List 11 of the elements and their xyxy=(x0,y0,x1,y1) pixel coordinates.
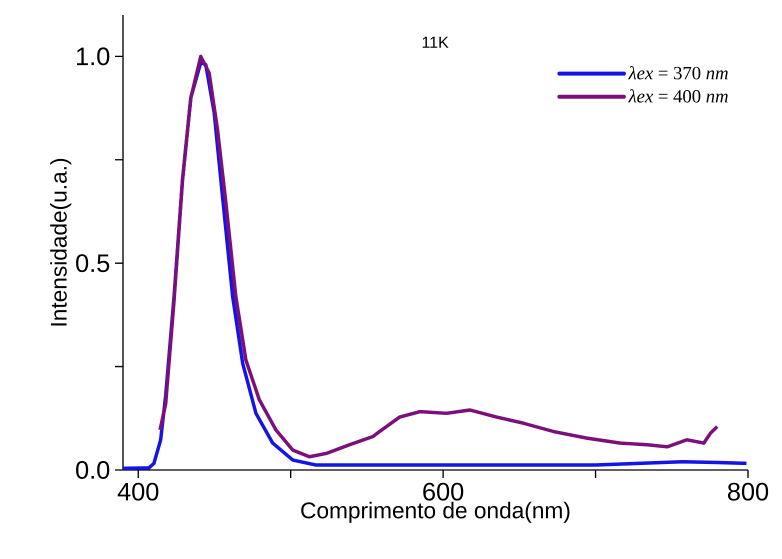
x-tick-label: 600 xyxy=(423,482,464,501)
legend-label: λex = 370 nm xyxy=(628,66,728,80)
x-axis-title: Comprimento de onda(nm) xyxy=(301,502,570,523)
x-tick-label: 400 xyxy=(118,482,158,501)
x-tick-label: 800 xyxy=(728,482,768,501)
y-tick-label: 0.0 xyxy=(76,461,110,479)
legend-label: λex = 400 nm xyxy=(628,89,728,103)
y-tick-label: 1.0 xyxy=(77,47,110,66)
y-tick-label: 0.5 xyxy=(76,254,110,272)
annotation: 11K xyxy=(422,36,449,48)
y-axis-title: Intensidade(u.a.) xyxy=(50,158,72,326)
